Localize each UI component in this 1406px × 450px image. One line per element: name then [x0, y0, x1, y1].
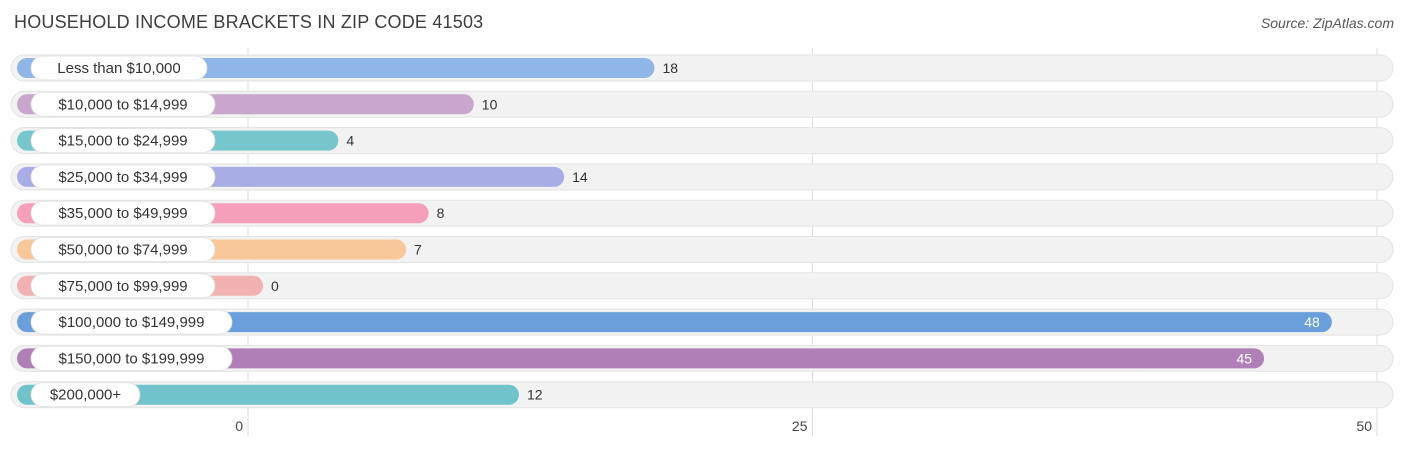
bar [17, 384, 519, 405]
tick-label-25: 25 [792, 418, 808, 434]
chart-title: HOUSEHOLD INCOME BRACKETS IN ZIP CODE 41… [14, 12, 484, 32]
category-label: $10,000 to $14,999 [58, 96, 187, 113]
value-label: 8 [437, 205, 445, 221]
category-label: $25,000 to $34,999 [58, 169, 187, 186]
bar-row-less-than-10-000: Less than $10,000 18 [10, 54, 1394, 82]
category-label: $75,000 to $99,999 [58, 278, 187, 295]
tick-label-50: 50 [1356, 418, 1372, 434]
category-label-pill [30, 91, 216, 117]
chart-source: Source: ZipAtlas.com [1260, 15, 1394, 31]
bar-row-50-000-to-74-999: $50,000 to $74,999 7 [10, 236, 1394, 263]
bar-row-100-000-to-149-999: $100,000 to $149,999 48 [10, 308, 1394, 336]
bar-rows: Less than $10,000 18$10,000 to $14,999 10$… [10, 54, 1394, 409]
bar-row-75-000-to-99-999: $75,000 to $99,999 0 [10, 272, 1394, 300]
value-label: 14 [572, 169, 588, 185]
value-label: 10 [482, 96, 498, 112]
category-label: $15,000 to $24,999 [58, 133, 187, 150]
bar-row-25-000-to-34-999: $25,000 to $34,999 14 [10, 163, 1394, 191]
bar-row-10-000-to-14-999: $10,000 to $14,999 10 [10, 90, 1394, 118]
category-label: $35,000 to $49,999 [58, 205, 187, 222]
value-label: 7 [414, 242, 422, 258]
axis-ticks: 0 25 50 [235, 418, 1372, 434]
category-label-pill [30, 382, 141, 408]
value-label: 12 [527, 387, 543, 403]
category-label-pill [30, 55, 208, 81]
category-label-pill [30, 273, 216, 299]
value-label: 4 [346, 133, 354, 149]
value-label: 45 [1237, 350, 1253, 366]
tick-label-0: 0 [235, 418, 243, 434]
category-label-pill [30, 237, 216, 262]
bar [17, 348, 1265, 369]
value-label: 18 [662, 60, 678, 76]
category-label: $200,000+ [50, 387, 122, 404]
bar [17, 312, 1332, 333]
bar-track [10, 272, 1394, 300]
category-label-pill [30, 345, 233, 371]
category-label-pill [30, 309, 233, 335]
category-label: $150,000 to $199,999 [59, 350, 205, 367]
bar-track [10, 127, 1394, 155]
bar-row-200-000: $200,000+ 12 [10, 381, 1394, 409]
category-label-pill [30, 200, 216, 226]
bar-row-15-000-to-24-999: $15,000 to $24,999 4 [10, 127, 1394, 155]
bar-row-35-000-to-49-999: $35,000 to $49,999 8 [10, 199, 1394, 227]
category-label-pill [30, 128, 216, 154]
category-label: $50,000 to $74,999 [58, 242, 187, 259]
category-label-pill [30, 164, 216, 190]
value-label: 48 [1304, 314, 1320, 330]
value-label: 0 [271, 278, 279, 294]
category-label: $100,000 to $149,999 [59, 314, 205, 331]
category-label: Less than $10,000 [57, 60, 180, 77]
bar-row-150-000-to-199-999: $150,000 to $199,999 45 [10, 344, 1394, 372]
